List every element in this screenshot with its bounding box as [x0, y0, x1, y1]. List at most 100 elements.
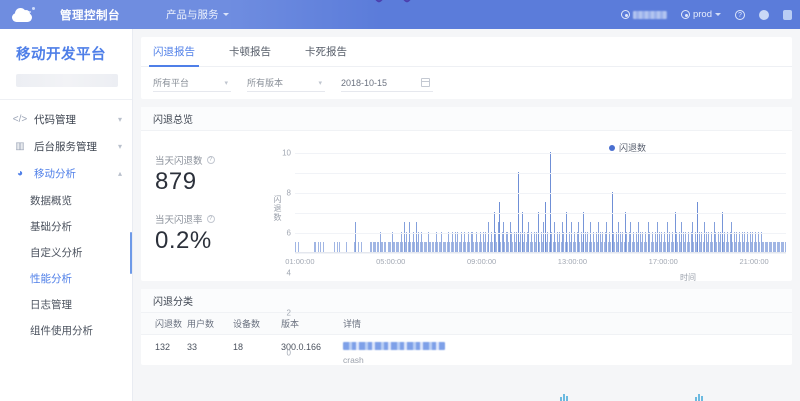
- chart-bar: [716, 242, 718, 252]
- help-circle-icon[interactable]: ?: [206, 215, 215, 223]
- crash-overview-body: 当天闪退数 ? 879 当天闪退率 ? 0.2% 闪退数 闪退数: [141, 131, 792, 358]
- chart-bar: [470, 232, 472, 252]
- chart-bar: [697, 202, 699, 252]
- sidebar-item-backend-service-management[interactable]: ▥ 后台服务管理 ▾: [0, 133, 132, 160]
- chart-bar: [779, 242, 781, 252]
- chart-x-tick-label: 01:00:00: [285, 257, 315, 266]
- chart-bar: [730, 222, 732, 252]
- version-select-value: 所有版本: [247, 78, 284, 88]
- chart-bar: [740, 242, 742, 252]
- chart-bar: [297, 242, 299, 252]
- chart-bar: [360, 242, 362, 252]
- chart-gridline: 4: [287, 213, 786, 278]
- tab-crash-report[interactable]: 闪退报告: [149, 37, 199, 67]
- chart-bar: [333, 242, 335, 252]
- chevron-down-icon: [222, 13, 229, 16]
- user-avatar-icon[interactable]: [783, 9, 792, 20]
- chart-bar: [315, 242, 317, 252]
- chart-bar: [455, 242, 457, 252]
- chevron-down-icon: ▾: [224, 79, 228, 87]
- help-circle-icon[interactable]: ?: [206, 156, 215, 164]
- chart-bar: [619, 232, 621, 252]
- chart-bar: [450, 242, 452, 252]
- chart-bar: [671, 232, 673, 252]
- chart-bar: [625, 212, 627, 252]
- chart-bar: [729, 232, 731, 252]
- chart-bar: [402, 242, 404, 252]
- metric-crash-count-value: 879: [155, 168, 197, 195]
- chart-bar: [595, 232, 597, 252]
- chart-bar: [482, 232, 484, 252]
- chart-bar: [704, 222, 706, 252]
- detail-link[interactable]: [343, 342, 445, 350]
- chart-bar: [693, 242, 695, 252]
- chart-bar: [635, 232, 637, 252]
- chart-bar: [515, 242, 516, 252]
- chart-bar: [399, 242, 401, 252]
- chart-bar: [642, 232, 644, 252]
- chart-bar: [781, 242, 783, 252]
- chart-bar: [764, 242, 766, 252]
- chart-bar: [423, 242, 425, 252]
- chart-bar: [541, 242, 543, 252]
- header-right-actions: prod ?: [620, 0, 792, 29]
- chart-bar: [728, 242, 730, 252]
- sidebar-item-basic-analysis[interactable]: 基础分析: [0, 213, 132, 239]
- chart-bar: [544, 202, 546, 252]
- products-and-services-menu[interactable]: 产品与服务: [166, 7, 229, 22]
- chart-bar: [771, 242, 773, 252]
- chart-bar: [519, 242, 521, 252]
- tab-anr-report[interactable]: 卡死报告: [305, 37, 347, 67]
- code-icon: </>: [12, 114, 28, 125]
- region-selector[interactable]: [620, 10, 667, 19]
- version-select[interactable]: 所有版本 ▾: [247, 75, 325, 92]
- sidebar-project-selector[interactable]: [16, 74, 118, 87]
- sidebar-item-mobile-analytics[interactable]: ◕ 移动分析 ▴: [0, 160, 132, 187]
- chart-bar: [594, 242, 596, 252]
- chart-bar: [760, 232, 762, 252]
- chart-bar: [513, 232, 515, 252]
- chart-bar: [653, 242, 655, 252]
- sidebar-item-component-usage-analysis[interactable]: 组件使用分析: [0, 317, 132, 343]
- tab-lag-report[interactable]: 卡顿报告: [229, 37, 271, 67]
- sidebar-item-log-management[interactable]: 日志管理: [0, 291, 132, 317]
- chart-bar: [590, 222, 592, 252]
- sidebar-item-data-overview[interactable]: 数据概览: [0, 187, 132, 213]
- chart-bar: [336, 242, 338, 252]
- legend-label: 闪退数: [618, 143, 646, 153]
- cloud-logo-icon[interactable]: [0, 0, 46, 29]
- chart-bar: [751, 242, 753, 252]
- date-picker-input[interactable]: 2018-10-15: [341, 75, 433, 92]
- platform-select[interactable]: 所有平台 ▾: [153, 75, 231, 92]
- sidebar-item-custom-analysis[interactable]: 自定义分析: [0, 239, 132, 265]
- chart-bar: [599, 232, 601, 252]
- chart-bar: [680, 242, 682, 252]
- crash-category-title: 闪退分类: [141, 289, 792, 313]
- chart-bar: [476, 232, 478, 252]
- chart-bar: [706, 242, 708, 252]
- chart-bar: [586, 242, 588, 252]
- chart-bar: [701, 232, 703, 252]
- chart-bar: [744, 232, 746, 252]
- filter-bar: 所有平台 ▾ 所有版本 ▾ 2018-10-15: [141, 67, 792, 99]
- chart-bar: [458, 242, 460, 252]
- chart-thumbnail-icon: [560, 393, 568, 401]
- table-row[interactable]: 132 33 18 300.0.166 crash: [141, 335, 792, 365]
- help-circle-icon[interactable]: ?: [735, 9, 745, 20]
- chart-bar: [665, 242, 667, 252]
- environment-selector[interactable]: prod: [680, 9, 721, 20]
- chart-bars: [295, 152, 786, 252]
- sidebar-item-code-management[interactable]: </> 代码管理 ▾: [0, 106, 132, 133]
- chart-bar: [565, 212, 567, 252]
- chart-bar: [496, 242, 498, 252]
- chart-bar: [553, 222, 555, 252]
- chart-bar: [696, 242, 698, 252]
- sidebar-item-performance-analysis[interactable]: 性能分析: [0, 265, 132, 291]
- sidebar-scrollbar[interactable]: [130, 232, 132, 274]
- chart-thumbnail-icon: [695, 393, 703, 401]
- chart-legend[interactable]: 闪退数: [608, 141, 646, 154]
- chart-bar: [686, 242, 688, 252]
- chart-bar: [374, 242, 376, 252]
- globe-icon[interactable]: [759, 9, 769, 20]
- chart-bar: [757, 232, 759, 252]
